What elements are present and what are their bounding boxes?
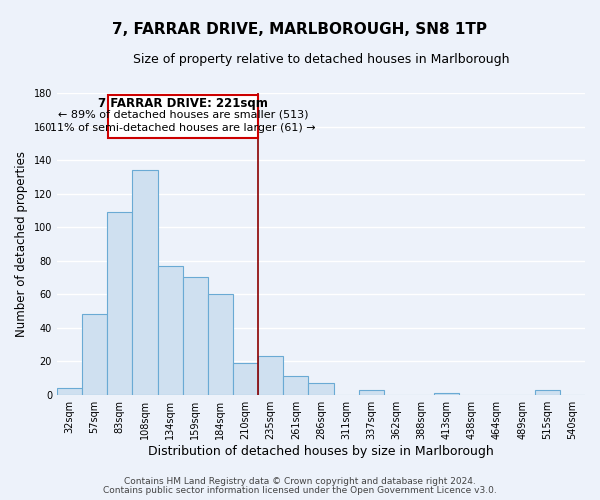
Bar bbox=[107, 212, 133, 394]
FancyBboxPatch shape bbox=[109, 94, 257, 138]
Title: Size of property relative to detached houses in Marlborough: Size of property relative to detached ho… bbox=[133, 52, 509, 66]
Bar bbox=[208, 294, 233, 394]
Bar bbox=[158, 266, 182, 394]
Bar bbox=[434, 393, 459, 394]
Bar bbox=[359, 390, 384, 394]
Bar bbox=[82, 314, 107, 394]
Bar bbox=[535, 390, 560, 394]
Bar bbox=[57, 388, 82, 394]
Bar bbox=[133, 170, 158, 394]
Y-axis label: Number of detached properties: Number of detached properties bbox=[15, 151, 28, 337]
Bar bbox=[283, 376, 308, 394]
X-axis label: Distribution of detached houses by size in Marlborough: Distribution of detached houses by size … bbox=[148, 444, 494, 458]
Text: Contains HM Land Registry data © Crown copyright and database right 2024.: Contains HM Land Registry data © Crown c… bbox=[124, 477, 476, 486]
Text: ← 89% of detached houses are smaller (513): ← 89% of detached houses are smaller (51… bbox=[58, 110, 308, 120]
Bar bbox=[308, 383, 334, 394]
Bar bbox=[182, 278, 208, 394]
Bar bbox=[233, 363, 258, 394]
Text: 7, FARRAR DRIVE, MARLBOROUGH, SN8 1TP: 7, FARRAR DRIVE, MARLBOROUGH, SN8 1TP bbox=[113, 22, 487, 38]
Text: Contains public sector information licensed under the Open Government Licence v3: Contains public sector information licen… bbox=[103, 486, 497, 495]
Bar bbox=[258, 356, 283, 395]
Text: 11% of semi-detached houses are larger (61) →: 11% of semi-detached houses are larger (… bbox=[50, 123, 316, 133]
Text: 7 FARRAR DRIVE: 221sqm: 7 FARRAR DRIVE: 221sqm bbox=[98, 97, 268, 110]
